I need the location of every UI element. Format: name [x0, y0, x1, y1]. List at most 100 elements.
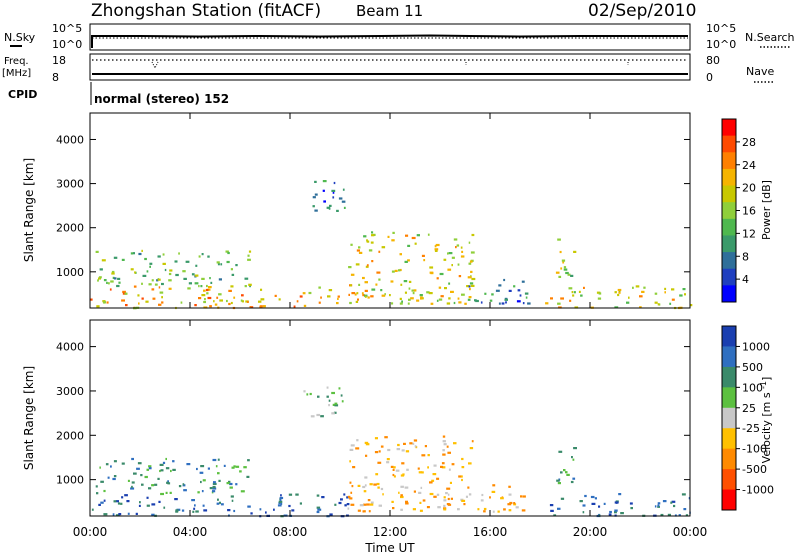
power-echo-cell	[314, 180, 317, 183]
velocity-echo-cell	[572, 458, 575, 461]
power-echo-cell	[303, 304, 307, 307]
velocity-echo-cell	[436, 477, 440, 480]
power-echo-cell	[635, 285, 640, 288]
power-echo-cell	[550, 297, 553, 300]
velocity-echo-cell	[96, 492, 99, 495]
power-echo-cell	[654, 292, 658, 295]
velocity-echo-cell	[629, 502, 633, 505]
time-x-ticks: 00:00 04:00 08:00 12:00 16:00 20:00 00:00	[73, 113, 707, 539]
power-echo-cell	[563, 266, 567, 269]
power-echo-cell	[450, 290, 454, 293]
velocity-echo-cell	[212, 458, 217, 462]
velocity-echo-cell	[463, 503, 466, 506]
power-echo-cell	[447, 252, 449, 255]
velocity-echo-cell	[369, 503, 374, 506]
power-echo-cell	[527, 302, 531, 305]
velocity-echo-cell	[341, 400, 344, 403]
power-echo-cell	[399, 302, 403, 305]
velocity-echo-cell	[259, 508, 262, 511]
power-echo-cell	[208, 286, 212, 289]
velocity-echo-cell	[250, 512, 253, 515]
power-echo-cell	[293, 305, 296, 308]
power-echo-cell	[111, 272, 115, 275]
power-echo-cell	[158, 286, 161, 289]
xtick-label: 08:00	[273, 525, 308, 539]
power-echo-cell	[405, 234, 409, 237]
velocity-echo-cell	[618, 493, 622, 496]
power-echo-cell	[468, 296, 472, 299]
velocity-echo-cell	[144, 475, 148, 479]
velocity-echo-cell	[328, 404, 330, 407]
nsky-panel-frame	[89, 23, 691, 51]
power-echo-cell	[322, 180, 327, 183]
power-echo-cell	[121, 258, 125, 261]
power-echo-cell	[504, 298, 508, 301]
power-echo-cell	[204, 298, 206, 301]
power-echo-cell	[391, 270, 395, 273]
power-echo-cell	[351, 292, 356, 295]
power-ytick-label: 3000	[56, 178, 84, 191]
velocity-echo-cell	[317, 508, 322, 511]
power-echo-cell	[101, 259, 106, 262]
power-echo-cell	[216, 261, 220, 264]
velocity-echo-cell	[110, 465, 112, 468]
power-ytick-label: 1000	[56, 266, 84, 279]
power-echo-cell	[258, 300, 262, 303]
power-echo-layer	[90, 180, 693, 310]
velocity-echo-cell	[609, 510, 612, 514]
velocity-echo-cell	[326, 395, 329, 398]
power-echo-cell	[558, 275, 562, 278]
velocity-echo-cell	[181, 509, 185, 512]
power-echo-cell	[217, 263, 220, 266]
power-echo-cell	[187, 287, 191, 290]
velocity-echo-cell	[380, 487, 384, 491]
power-echo-cell	[416, 234, 420, 237]
power-echo-cell	[569, 299, 572, 302]
power-echo-cell	[455, 246, 457, 249]
power-echo-cell	[132, 252, 135, 255]
velocity-echo-cell	[507, 503, 512, 506]
velocity-echo-cell	[468, 462, 472, 465]
power-echo-cell	[249, 306, 252, 309]
velocity-echo-cell	[406, 468, 409, 471]
power-echo-cell	[578, 290, 581, 293]
power-echo-cell	[456, 244, 460, 247]
velocity-echo-cell	[363, 490, 367, 493]
velocity-panel-background	[90, 320, 690, 516]
velocity-echo-cell	[513, 502, 516, 505]
power-echo-cell	[439, 272, 444, 276]
velocity-echo-cell	[217, 498, 219, 501]
velocity-echo-cell	[100, 501, 104, 504]
power-ylabel: Slant Range [km]	[22, 158, 36, 262]
velocity-echo-cell	[380, 445, 384, 448]
velocity-echo-cell	[509, 501, 513, 505]
velocity-echo-cell	[418, 491, 422, 494]
power-echo-cell	[151, 279, 154, 282]
velocity-echo-cell	[413, 490, 416, 493]
velocity-echo-cell	[172, 460, 175, 463]
velocity-echo-cell	[151, 484, 155, 487]
xtick-label: 12:00	[373, 525, 408, 539]
velocity-echo-cell	[443, 508, 447, 511]
velocity-echo-cell	[469, 447, 474, 450]
power-echo-cell	[343, 206, 346, 209]
velocity-colorbar-segment	[722, 448, 736, 470]
velocity-echo-cell	[317, 395, 320, 398]
velocity-echo-cell	[566, 473, 570, 476]
power-echo-cell	[689, 304, 693, 307]
velocity-echo-cell	[404, 486, 409, 489]
power-echo-cell	[371, 260, 374, 263]
velocity-echo-cell	[167, 482, 171, 485]
power-echo-cell	[226, 260, 230, 264]
velocity-echo-cell	[446, 487, 451, 490]
power-echo-cell	[358, 251, 363, 254]
velocity-echo-cell	[429, 492, 434, 496]
power-echo-cell	[568, 287, 573, 290]
velocity-echo-cell	[390, 465, 394, 468]
power-echo-cell	[164, 268, 167, 272]
velocity-colorbar-segment	[722, 428, 736, 450]
power-echo-cell	[628, 296, 630, 299]
velocity-echo-cell	[681, 493, 686, 496]
cpid-value: normal (stereo) 152	[94, 92, 229, 106]
velocity-echo-cell	[393, 466, 396, 469]
